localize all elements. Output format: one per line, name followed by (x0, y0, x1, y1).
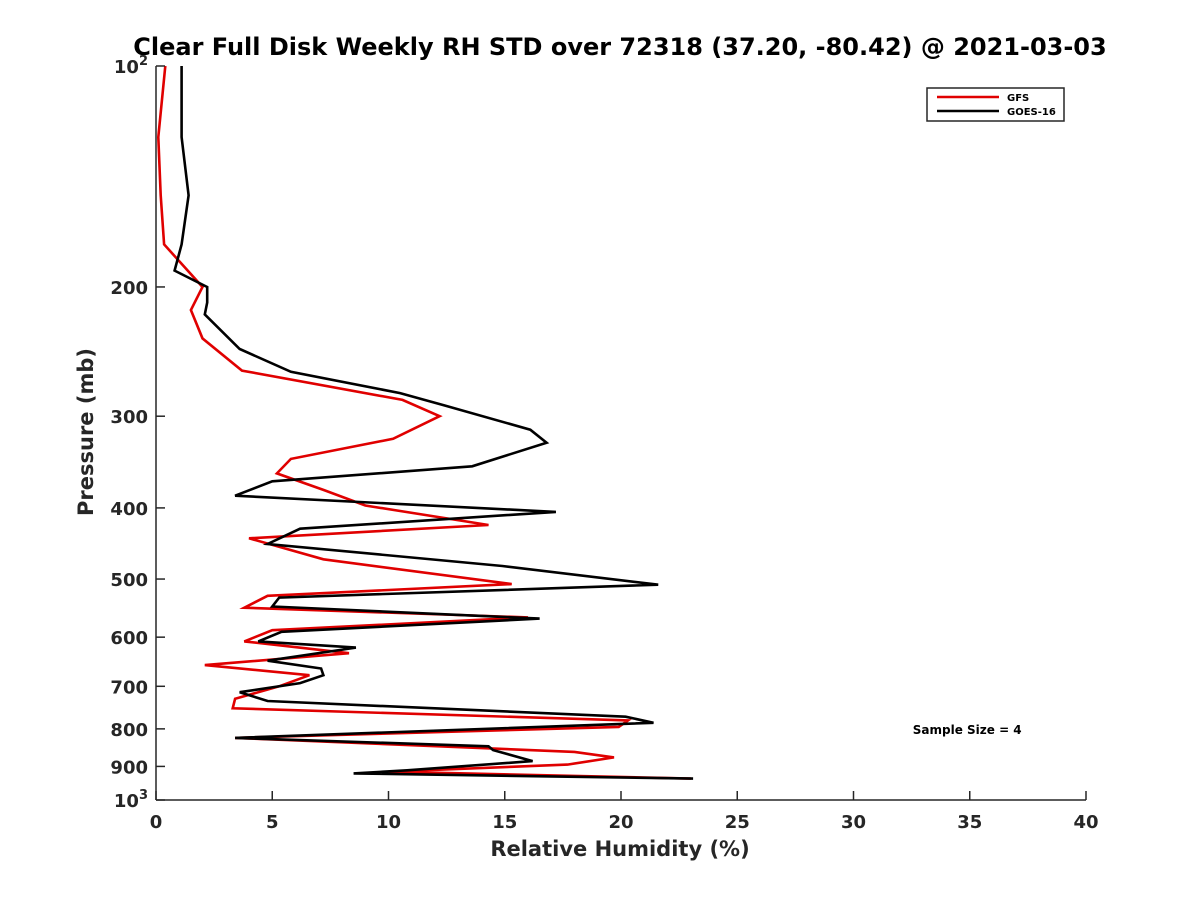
x-tick-label: 15 (492, 812, 517, 833)
y-tick-label: 900 (110, 757, 148, 778)
legend-label: GOES-16 (1007, 107, 1056, 118)
legend-box (926, 87, 1065, 122)
annotations-group: Sample Size = 4 (913, 723, 1022, 737)
y-tick-label: 102 (114, 54, 148, 78)
y-tick-label: 500 (110, 570, 148, 591)
series-line-gfs (156, 65, 691, 780)
y-tick-label: 800 (110, 720, 148, 741)
x-tick-label: 30 (841, 812, 866, 833)
sample-size-annotation: Sample Size = 4 (913, 723, 1022, 737)
x-tick-label: 25 (725, 812, 750, 833)
x-tick-label: 5 (266, 812, 279, 833)
y-tick-label: 700 (110, 677, 148, 698)
x-tick-label: 20 (608, 812, 633, 833)
legend-label: GFS (1007, 93, 1029, 104)
y-tick-label: 103 (114, 788, 148, 812)
x-tick-label: 0 (150, 812, 163, 833)
series-group (156, 65, 694, 780)
chart-title: Clear Full Disk Weekly RH STD over 72318… (133, 33, 1106, 61)
x-tick-label: 40 (1073, 812, 1098, 833)
x-tick-label: 10 (376, 812, 401, 833)
axes-group (155, 66, 1086, 801)
y-tick-label: 400 (110, 499, 148, 520)
y-tick-label: 300 (110, 407, 148, 428)
x-tick-label: 35 (957, 812, 982, 833)
y-axis-label: Pressure (mb) (74, 348, 98, 516)
ticks-group: 0 5 10 15 20 25 30 35 40 102 200 300 400 500 600 700 800… (110, 54, 1098, 833)
legend: GFS GOES-16 (926, 87, 1065, 122)
x-axis-label: Relative Humidity (%) (490, 837, 749, 861)
series-line-goes-16 (173, 66, 694, 780)
y-tick-label: 200 (110, 278, 148, 299)
y-tick-label: 600 (110, 628, 148, 649)
